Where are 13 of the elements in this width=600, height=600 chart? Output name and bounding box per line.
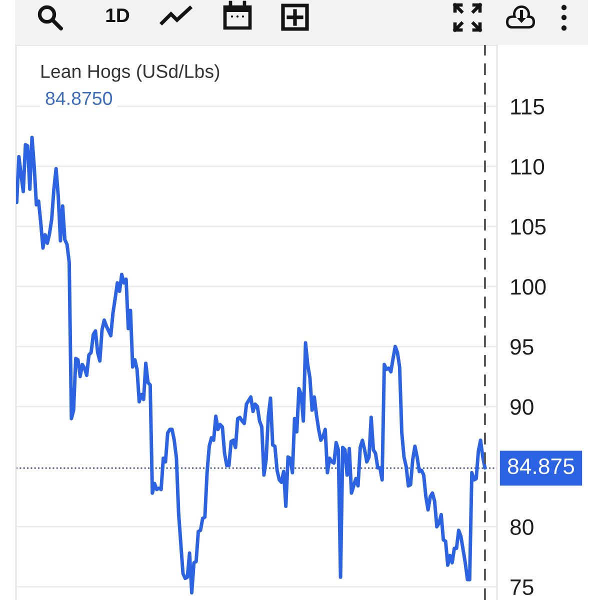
line-series [16, 136, 487, 595]
y-tick-label: 90 [510, 399, 534, 415]
y-tick-label: 115 [511, 99, 544, 115]
ref-line-label: 84.875 [508, 458, 574, 474]
y-tick-label: 95 [510, 339, 534, 355]
y-tick-label: 75 [510, 580, 534, 596]
text: Lean Hogs (USd/Lbs) [42, 64, 220, 82]
y-tick-label: 110 [511, 158, 544, 175]
y-tick-label: 80 [510, 519, 534, 535]
y-tick-label: 105 [511, 218, 546, 235]
text: 1D [106, 8, 130, 22]
text: 84.8750 [46, 92, 112, 106]
y-tick-label: 100 [511, 278, 546, 295]
